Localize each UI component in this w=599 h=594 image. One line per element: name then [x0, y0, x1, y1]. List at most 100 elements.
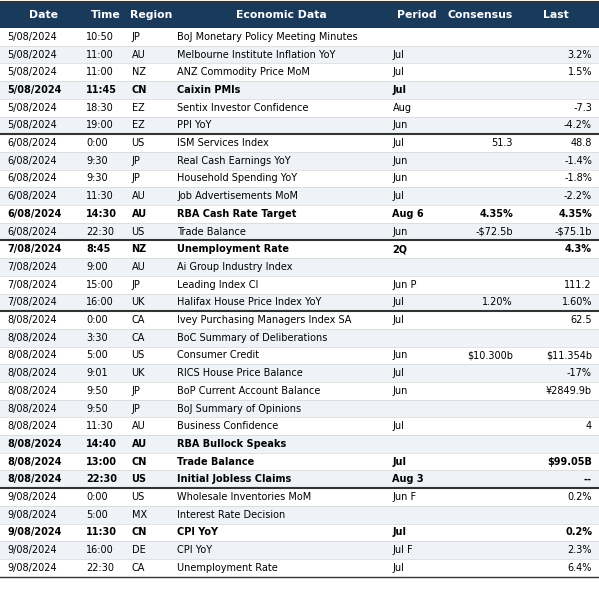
- Text: Jul: Jul: [392, 527, 407, 538]
- Text: US: US: [132, 226, 145, 236]
- Text: -2.2%: -2.2%: [564, 191, 592, 201]
- Text: 5/08/2024: 5/08/2024: [7, 85, 61, 95]
- Text: 11:45: 11:45: [86, 85, 117, 95]
- Text: Jun: Jun: [392, 226, 408, 236]
- Bar: [0, 541, 599, 559]
- Text: 6/08/2024: 6/08/2024: [7, 156, 57, 166]
- Text: 0:00: 0:00: [86, 138, 108, 148]
- Text: 22:30: 22:30: [86, 563, 114, 573]
- Text: 5/08/2024: 5/08/2024: [7, 67, 57, 77]
- Text: ANZ Commodity Price MoM: ANZ Commodity Price MoM: [177, 67, 310, 77]
- Text: AU: AU: [132, 421, 146, 431]
- Text: 22:30: 22:30: [86, 226, 114, 236]
- Bar: [0, 134, 599, 152]
- Text: 5:00: 5:00: [86, 510, 108, 520]
- Bar: [0, 488, 599, 506]
- Text: Jul: Jul: [392, 138, 404, 148]
- Text: Economic Data: Economic Data: [237, 10, 327, 20]
- Text: 4.35%: 4.35%: [558, 209, 592, 219]
- Text: Period: Period: [397, 10, 437, 20]
- Text: 7/08/2024: 7/08/2024: [7, 262, 57, 272]
- Text: 51.3: 51.3: [491, 138, 513, 148]
- Text: Jul: Jul: [392, 368, 404, 378]
- Text: 9/08/2024: 9/08/2024: [7, 527, 61, 538]
- Text: Jul F: Jul F: [392, 545, 413, 555]
- Text: CA: CA: [132, 563, 145, 573]
- Text: Jul: Jul: [392, 191, 404, 201]
- Text: 8/08/2024: 8/08/2024: [7, 315, 57, 325]
- Text: EZ: EZ: [132, 121, 144, 130]
- Text: 15:00: 15:00: [86, 280, 114, 290]
- Text: US: US: [132, 492, 145, 502]
- Text: 14:30: 14:30: [86, 209, 117, 219]
- Text: Melbourne Institute Inflation YoY: Melbourne Institute Inflation YoY: [177, 49, 335, 59]
- Text: -7.3: -7.3: [573, 103, 592, 113]
- Text: 7/08/2024: 7/08/2024: [7, 298, 57, 307]
- Text: 16:00: 16:00: [86, 298, 114, 307]
- Text: $10.300b: $10.300b: [467, 350, 513, 361]
- Bar: [0, 276, 599, 293]
- Text: Ivey Purchasing Managers Index SA: Ivey Purchasing Managers Index SA: [177, 315, 352, 325]
- Text: AU: AU: [132, 191, 146, 201]
- Text: -4.2%: -4.2%: [564, 121, 592, 130]
- Text: US: US: [132, 475, 147, 484]
- Text: 3:30: 3:30: [86, 333, 108, 343]
- Text: 6/08/2024: 6/08/2024: [7, 191, 57, 201]
- Text: 16:00: 16:00: [86, 545, 114, 555]
- Text: -17%: -17%: [567, 368, 592, 378]
- Text: 6/08/2024: 6/08/2024: [7, 138, 57, 148]
- Text: Jul: Jul: [392, 67, 404, 77]
- Bar: [0, 382, 599, 400]
- Bar: [0, 99, 599, 116]
- Text: Region: Region: [130, 10, 173, 20]
- Text: -$72.5b: -$72.5b: [476, 226, 513, 236]
- Text: US: US: [132, 350, 145, 361]
- Text: 4: 4: [586, 421, 592, 431]
- Text: CPI YoY: CPI YoY: [177, 527, 218, 538]
- Text: Household Spending YoY: Household Spending YoY: [177, 173, 297, 184]
- Bar: [0, 187, 599, 205]
- Text: 2.3%: 2.3%: [567, 545, 592, 555]
- Bar: [0, 152, 599, 170]
- Text: $11.354b: $11.354b: [546, 350, 592, 361]
- Text: $99.05B: $99.05B: [547, 457, 592, 467]
- Text: UK: UK: [132, 368, 145, 378]
- Text: 8/08/2024: 8/08/2024: [7, 350, 57, 361]
- Text: 6/08/2024: 6/08/2024: [7, 209, 61, 219]
- Bar: [0, 364, 599, 382]
- Bar: [0, 470, 599, 488]
- Bar: [0, 311, 599, 329]
- Text: --: --: [584, 475, 592, 484]
- Text: JP: JP: [132, 386, 140, 396]
- Text: Interest Rate Decision: Interest Rate Decision: [177, 510, 285, 520]
- Text: 6/08/2024: 6/08/2024: [7, 173, 57, 184]
- Text: 9/08/2024: 9/08/2024: [7, 563, 57, 573]
- Text: ¥2849.9b: ¥2849.9b: [546, 386, 592, 396]
- Text: NZ: NZ: [132, 67, 146, 77]
- Text: 11:30: 11:30: [86, 421, 114, 431]
- Text: Unemployment Rate: Unemployment Rate: [177, 244, 289, 254]
- Text: 9:01: 9:01: [86, 368, 108, 378]
- Text: Jul: Jul: [392, 563, 404, 573]
- Text: 8:45: 8:45: [86, 244, 110, 254]
- Text: 11:30: 11:30: [86, 527, 117, 538]
- Text: US: US: [132, 138, 145, 148]
- Text: Caixin PMIs: Caixin PMIs: [177, 85, 240, 95]
- Text: 7/08/2024: 7/08/2024: [7, 280, 57, 290]
- Text: Business Confidence: Business Confidence: [177, 421, 279, 431]
- Bar: [0, 347, 599, 364]
- Text: Jun: Jun: [392, 173, 408, 184]
- Text: RBA Bullock Speaks: RBA Bullock Speaks: [177, 439, 286, 449]
- Text: 2Q: 2Q: [392, 244, 407, 254]
- Text: 11:00: 11:00: [86, 67, 114, 77]
- Text: NZ: NZ: [132, 244, 147, 254]
- Bar: [0, 81, 599, 99]
- Text: CN: CN: [132, 457, 147, 467]
- Bar: [0, 2, 599, 28]
- Text: Jul: Jul: [392, 49, 404, 59]
- Text: 22:30: 22:30: [86, 475, 117, 484]
- Text: 7/08/2024: 7/08/2024: [7, 244, 61, 254]
- Text: 11:00: 11:00: [86, 49, 114, 59]
- Text: Job Advertisements MoM: Job Advertisements MoM: [177, 191, 298, 201]
- Bar: [0, 523, 599, 541]
